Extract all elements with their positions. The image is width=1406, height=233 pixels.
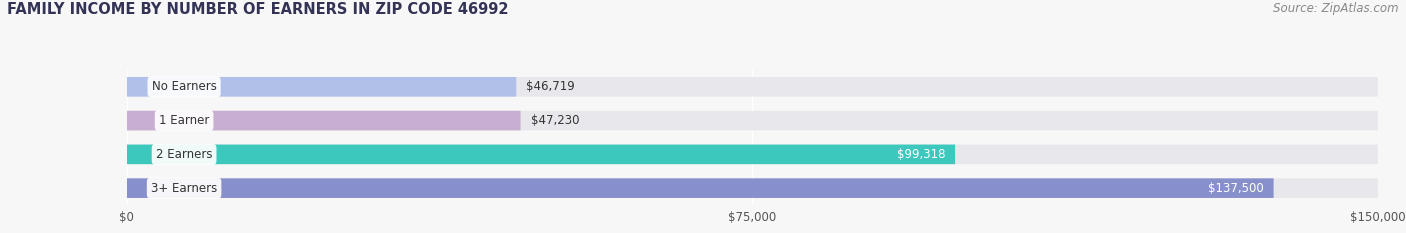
Text: $137,500: $137,500 — [1208, 182, 1264, 195]
FancyBboxPatch shape — [127, 144, 1378, 164]
Text: FAMILY INCOME BY NUMBER OF EARNERS IN ZIP CODE 46992: FAMILY INCOME BY NUMBER OF EARNERS IN ZI… — [7, 2, 509, 17]
Text: Source: ZipAtlas.com: Source: ZipAtlas.com — [1274, 2, 1399, 15]
Text: $47,230: $47,230 — [530, 114, 579, 127]
FancyBboxPatch shape — [127, 77, 516, 97]
FancyBboxPatch shape — [127, 111, 520, 130]
Text: $46,719: $46,719 — [526, 80, 575, 93]
FancyBboxPatch shape — [127, 178, 1274, 198]
FancyBboxPatch shape — [127, 178, 1378, 198]
FancyBboxPatch shape — [127, 77, 1378, 97]
Text: 3+ Earners: 3+ Earners — [150, 182, 217, 195]
FancyBboxPatch shape — [127, 111, 1378, 130]
Text: 1 Earner: 1 Earner — [159, 114, 209, 127]
Text: 2 Earners: 2 Earners — [156, 148, 212, 161]
Text: No Earners: No Earners — [152, 80, 217, 93]
Text: $99,318: $99,318 — [897, 148, 945, 161]
FancyBboxPatch shape — [127, 144, 955, 164]
